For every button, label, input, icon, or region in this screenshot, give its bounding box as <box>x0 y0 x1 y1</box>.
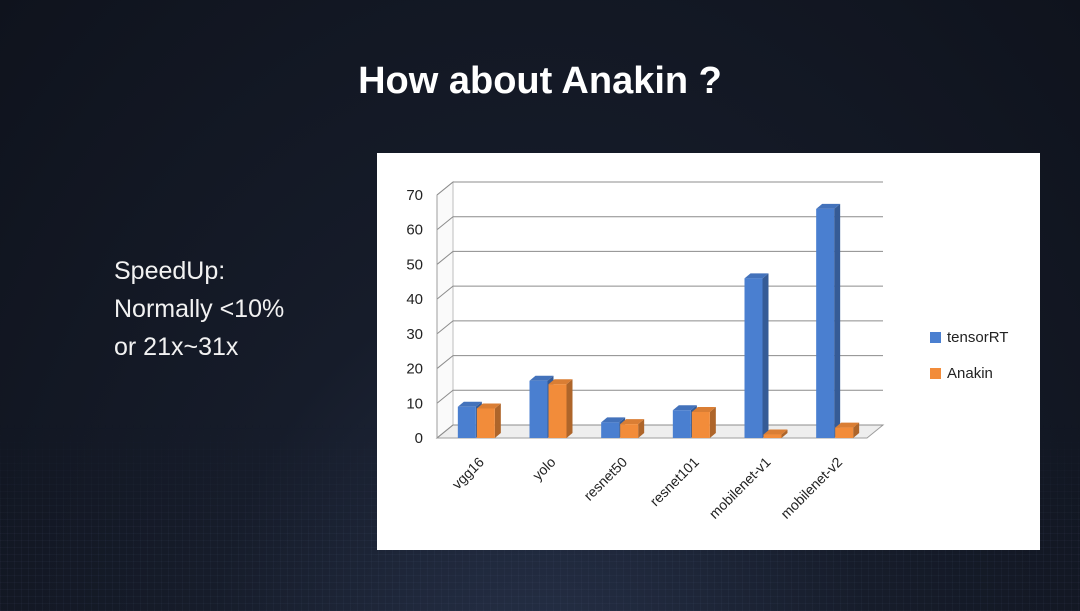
bar-anakin-mobilenet-v1 <box>763 434 782 438</box>
y-tick-label: 50 <box>406 256 423 273</box>
bar-chart-panel: 0 10 20 30 40 50 60 70 vgg16 yolo resnet50 resnet10… <box>377 153 1040 550</box>
bar-top-face <box>529 375 554 381</box>
bar-side-face <box>834 203 841 438</box>
chart-legend: tensorRT Anakin <box>930 326 1008 398</box>
y-tick-label: 30 <box>406 326 423 343</box>
note-line-3: or 21x~31x <box>114 333 239 361</box>
gridline <box>436 320 883 335</box>
bar-top-face <box>672 405 697 411</box>
bar-anakin-mobilenet-v2 <box>835 427 854 438</box>
x-tick-label: mobilenet-v2 <box>777 454 845 522</box>
x-tick-label: vgg16 <box>449 454 487 492</box>
bar-side-face <box>762 273 769 438</box>
chart-floor <box>435 424 885 439</box>
gridline <box>436 355 883 369</box>
legend-swatch-anakin <box>930 367 941 379</box>
bar-tensorrt-vgg16 <box>457 406 476 438</box>
legend-item-anakin: Anakin <box>930 362 1008 384</box>
x-tick-label: resnet50 <box>580 454 630 504</box>
bar-chart-svg: 0 10 20 30 40 50 60 70 vgg16 yolo resnet50 resnet10… <box>406 180 885 522</box>
note-line-1: SpeedUp: <box>114 257 226 285</box>
legend-label-tensorrt: tensorRT <box>947 328 1009 346</box>
bar-side-face <box>853 422 860 438</box>
y-tick-label: 0 <box>415 430 423 447</box>
bar-top-face <box>457 401 482 407</box>
bar-top-face <box>816 203 841 209</box>
y-tick-label: 40 <box>406 291 423 308</box>
slide-title: How about Anakin ? <box>358 60 722 102</box>
bar-side-face <box>494 403 501 438</box>
note-line-2: Normally <10% <box>114 295 285 323</box>
y-tick-label: 70 <box>406 187 423 204</box>
gridline <box>436 285 883 300</box>
speedup-notes: SpeedUp: Normally <10% or 21x~31x <box>114 252 284 366</box>
bar-tensorrt-yolo <box>529 380 548 438</box>
gridline <box>436 216 883 231</box>
bar-top-face <box>620 419 645 425</box>
bar-tensorrt-mobilenet-v2 <box>816 208 835 438</box>
bar-anakin-vgg16 <box>476 408 495 438</box>
bar-side-face <box>566 379 573 438</box>
y-tick-label: 60 <box>406 222 423 239</box>
bar-side-face <box>781 429 788 438</box>
bar-top-face <box>601 417 626 423</box>
gridline <box>436 424 883 439</box>
legend-item-tensorrt: tensorRT <box>930 326 1008 348</box>
bar-anakin-resnet50 <box>620 424 639 438</box>
bar-top-face <box>763 429 788 435</box>
bar-top-face <box>691 406 716 412</box>
gridline <box>436 389 883 404</box>
bar-top-face <box>744 273 769 279</box>
x-tick-label: yolo <box>529 454 559 484</box>
x-tick-label: mobilenet-v1 <box>706 454 774 522</box>
bar-side-face <box>638 419 645 438</box>
y-tick-label: 20 <box>406 361 423 378</box>
bar-top-face <box>476 403 501 409</box>
bar-tensorrt-resnet50 <box>601 422 620 438</box>
y-tick-label: 10 <box>406 395 423 412</box>
chart-side-wall <box>436 180 454 440</box>
bar-top-face <box>835 422 860 428</box>
bar-tensorrt-mobilenet-v1 <box>744 278 763 438</box>
bar-side-face <box>709 406 716 438</box>
legend-swatch-tensorrt <box>930 331 941 343</box>
bar-anakin-resnet101 <box>691 411 710 438</box>
bar-anakin-yolo <box>548 384 567 438</box>
gridline <box>436 250 883 265</box>
legend-label-anakin: Anakin <box>947 364 993 382</box>
x-tick-label: resnet101 <box>647 454 702 509</box>
gridline <box>436 181 883 196</box>
bar-tensorrt-resnet101 <box>672 410 691 438</box>
bar-top-face <box>548 379 573 385</box>
